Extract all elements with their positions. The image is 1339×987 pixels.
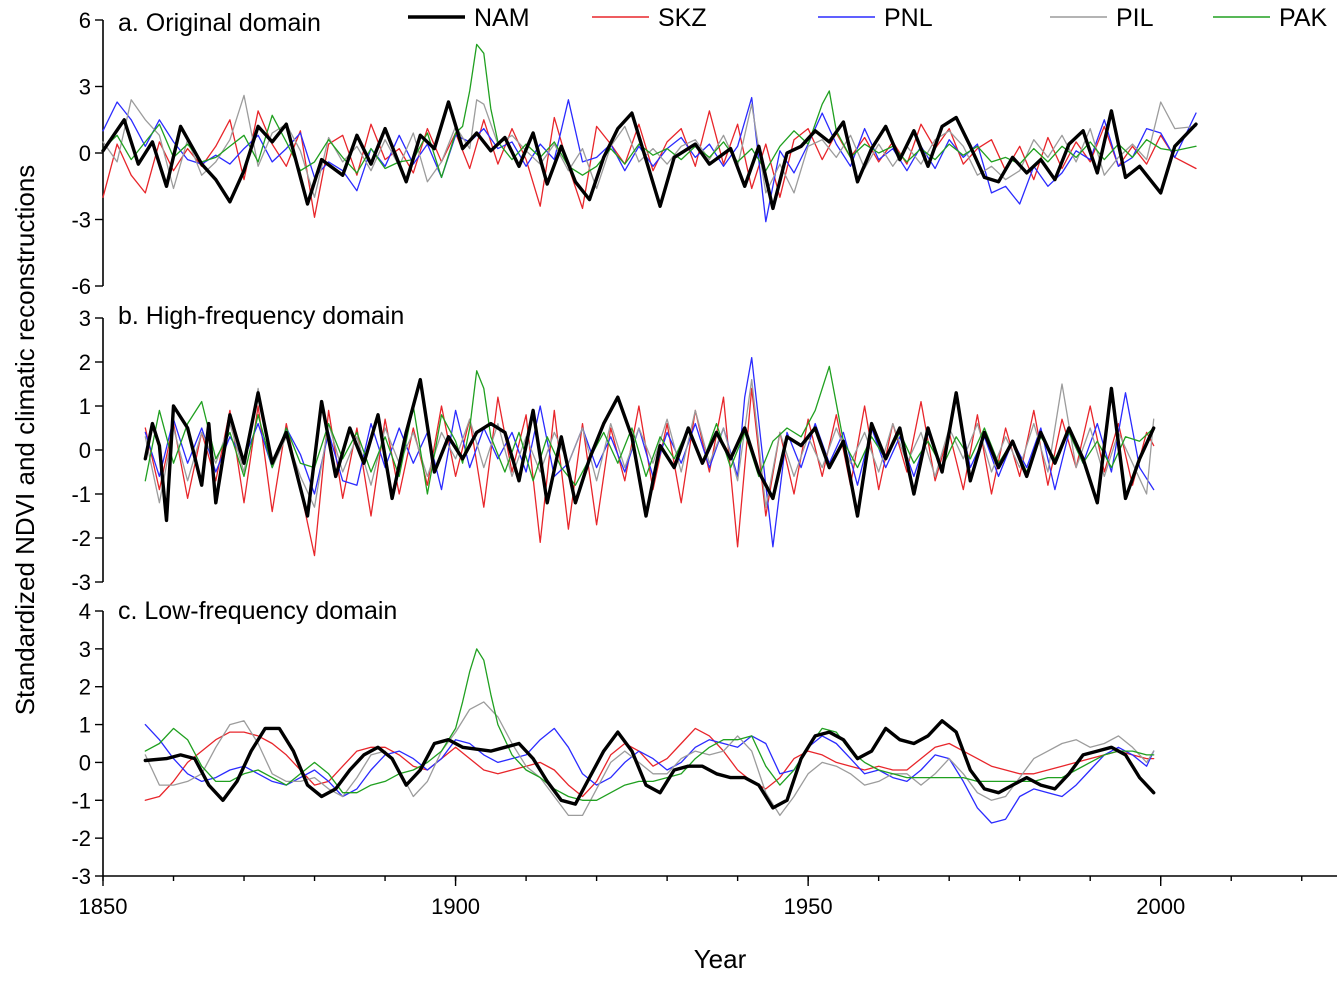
y-tick-label: 0: [79, 141, 91, 166]
y-tick-label: 3: [79, 637, 91, 662]
y-tick-label: -2: [71, 526, 91, 551]
x-tick-label: 1850: [79, 894, 128, 919]
y-tick-label: 0: [79, 750, 91, 775]
series-nam: [143, 377, 1156, 523]
y-tick-label: -3: [71, 570, 91, 595]
y-tick-label: -1: [71, 482, 91, 507]
y-tick-label: 2: [79, 350, 91, 375]
legend: NAM SKZ PNL PIL PAK: [408, 4, 1327, 32]
y-tick-label: 3: [79, 306, 91, 331]
x-axis: 1850 1900 1950 2000: [79, 875, 1337, 919]
series-pak: [144, 648, 1155, 801]
x-axis-title: Year: [694, 944, 747, 974]
series-nam: [101, 100, 1198, 211]
series-skz: [144, 727, 1155, 801]
series-pnl: [144, 723, 1155, 824]
panel-a: -6 -3 0 3 6 a. Original domain: [71, 8, 1198, 299]
y-tick-label: 2: [79, 675, 91, 700]
series-skz: [102, 110, 1197, 218]
series-pil: [102, 94, 1197, 198]
series-pak: [144, 365, 1155, 495]
y-tick-label: -3: [71, 864, 91, 889]
y-tick-label: -6: [71, 274, 91, 299]
y-tick-label: 6: [79, 8, 91, 33]
legend-label-pnl: PNL: [884, 4, 933, 32]
y-tick-label: -3: [71, 208, 91, 233]
y-tick-label: -1: [71, 788, 91, 813]
legend-label-skz: SKZ: [658, 4, 707, 32]
y-tick-label: -2: [71, 826, 91, 851]
y-tick-label: 3: [79, 75, 91, 100]
y-tick-label: 0: [79, 438, 91, 463]
y-tick-label: 4: [79, 599, 91, 624]
legend-label-pak: PAK: [1279, 4, 1327, 32]
series-pil: [144, 378, 1155, 508]
legend-label-pil: PIL: [1116, 4, 1154, 32]
panel-title: b. High-frequency domain: [118, 302, 404, 330]
legend-label-nam: NAM: [474, 4, 530, 32]
x-tick-label: 1900: [431, 894, 480, 919]
panel-title: c. Low-frequency domain: [118, 597, 397, 625]
series-nam: [143, 719, 1156, 810]
panel-title: a. Original domain: [118, 9, 321, 37]
y-axis-title: Standardized NDVI and climatic reconstru…: [10, 165, 40, 716]
panel-c: -3 -2 -1 0 1 2 3 4 c. Low-frequency domain: [71, 597, 1156, 889]
x-tick-label: 2000: [1136, 894, 1185, 919]
x-tick-label: 1950: [784, 894, 833, 919]
y-tick-label: 1: [79, 394, 91, 419]
y-tick-label: 1: [79, 713, 91, 738]
series-pil: [144, 701, 1155, 817]
panel-b: -3 -2 -1 0 1 2 3 b. High-frequency domain: [71, 302, 1156, 595]
